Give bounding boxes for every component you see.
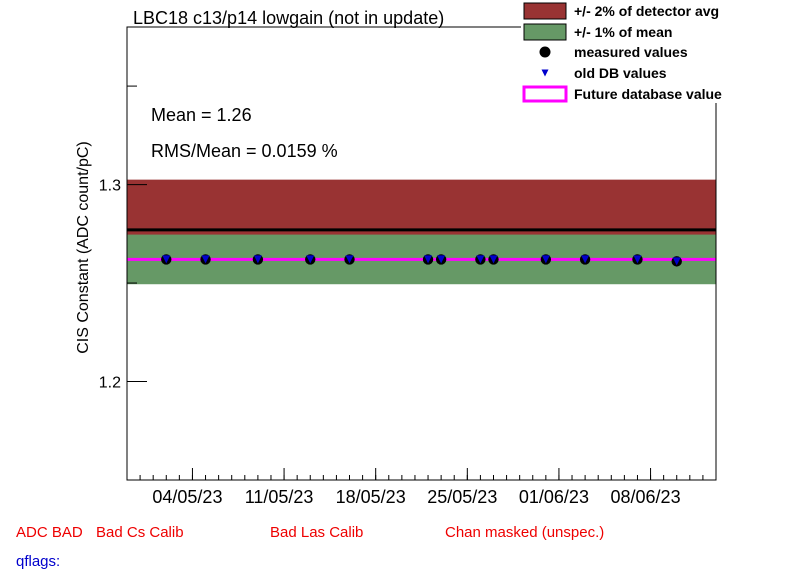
old-db-point (424, 255, 433, 264)
flag-bad-las-calib: Bad Las Calib (270, 524, 364, 541)
old-db-point (581, 255, 590, 264)
x-tick-label: 01/06/23 (519, 487, 589, 507)
x-tick-label: 11/05/23 (245, 487, 314, 507)
legend-label: measured values (574, 44, 688, 60)
legend-label: +/- 2% of detector avg (574, 3, 719, 19)
legend-swatch (522, 85, 568, 103)
x-tick-label: 25/05/23 (427, 487, 497, 507)
flag-chan-masked: Chan masked (unspec.) (445, 524, 605, 541)
old-db-point (162, 255, 171, 264)
x-tick-label: 18/05/23 (336, 487, 406, 507)
legend-swatch (523, 2, 567, 20)
y-axis-label: CIS Constant (ADC count/pC) (75, 141, 92, 354)
old-db-point (437, 255, 446, 264)
rms-annotation: RMS/Mean = 0.0159 % (151, 141, 338, 161)
flag-adc-bad: ADC BAD (16, 524, 83, 541)
legend-label: +/- 1% of mean (574, 24, 672, 40)
legend-label: Future database value (574, 86, 722, 102)
plot-frame (126, 26, 717, 481)
old-db-point (345, 255, 354, 264)
old-db-point (541, 255, 550, 264)
legend-marker (541, 69, 549, 77)
mean-annotation: Mean = 1.26 (151, 105, 252, 125)
legend-label: old DB values (574, 65, 667, 81)
legend-swatch (523, 23, 567, 41)
old-db-point (306, 255, 315, 264)
y-tick-label: 1.2 (99, 375, 121, 392)
old-db-point (633, 255, 642, 264)
chart-title: LBC18 c13/p14 lowgain (not in update) (133, 8, 444, 28)
old-db-point (489, 255, 498, 264)
qflags-label: qflags: (16, 553, 61, 570)
legend-marker (539, 46, 551, 58)
y-tick-label: 1.3 (99, 178, 121, 195)
x-tick-label: 04/05/23 (152, 487, 222, 507)
old-db-point (672, 257, 681, 266)
old-db-point (476, 255, 485, 264)
flag-bad-cs-calib: Bad Cs Calib (96, 524, 184, 541)
old-db-point (253, 255, 262, 264)
x-tick-label: 08/06/23 (611, 487, 681, 507)
old-db-point (201, 255, 210, 264)
